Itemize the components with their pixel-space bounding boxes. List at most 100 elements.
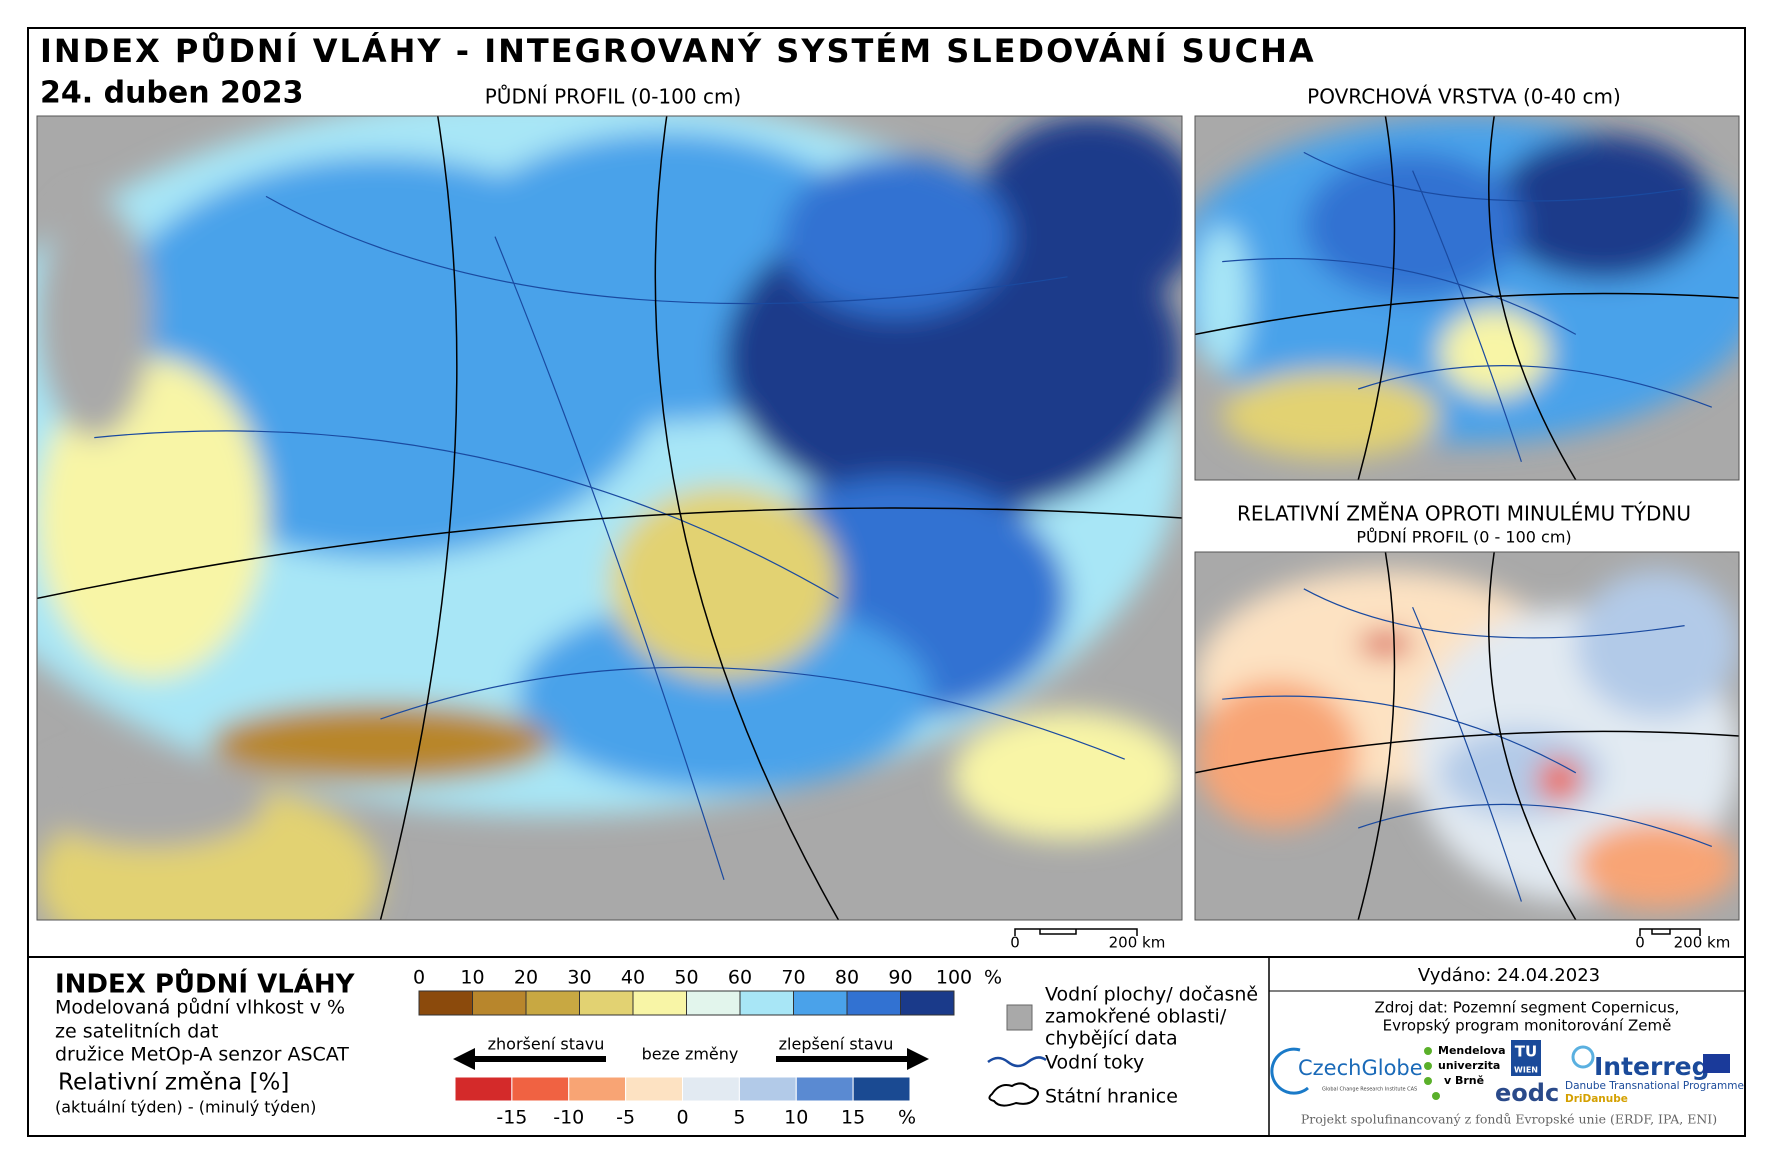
logo-mendel: univerzita	[1438, 1059, 1500, 1072]
scale-tick: 60	[728, 967, 752, 989]
scale-swatch	[846, 990, 901, 1016]
logo-tu-box	[1511, 1040, 1541, 1076]
scale-tick: 15	[841, 1107, 865, 1129]
map-river	[1412, 606, 1522, 902]
map-area	[208, 702, 553, 784]
arrow-label: zhoršení stavu	[488, 1035, 605, 1054]
map-area	[1494, 134, 1712, 280]
arrow-label: zlepšení stavu	[779, 1035, 894, 1054]
scale-swatch	[418, 990, 473, 1016]
scale-swatch	[632, 990, 687, 1016]
map-border	[1194, 551, 1740, 921]
map-title: POVRCHOVÁ VRSTVA (0-40 cm)	[1307, 85, 1621, 109]
source: Evropský program monitorování Země	[1383, 1017, 1672, 1035]
map-river	[94, 430, 839, 599]
scale-tick: 10	[784, 1107, 808, 1129]
key-text: chybějící data	[1045, 1028, 1178, 1050]
scale-swatch	[852, 1076, 911, 1102]
map-area	[37, 357, 266, 679]
scale-tick: 100	[936, 967, 972, 989]
scale-label: 0	[1010, 934, 1020, 952]
map-border	[1194, 115, 1740, 481]
map-border	[1195, 292, 1739, 336]
logo-shape	[1571, 1045, 1595, 1069]
scale-swatch	[793, 990, 848, 1016]
legend-text: (aktuální týden) - (minulý týden)	[55, 1098, 316, 1117]
map-title: RELATIVNÍ ZMĚNA OPROTI MINULÉMU TÝDNU	[1237, 502, 1691, 526]
scale-swatch	[739, 990, 794, 1016]
scale-tick: 40	[621, 967, 645, 989]
map-border	[36, 115, 1183, 921]
map-border	[1357, 116, 1396, 480]
map-river	[1303, 588, 1685, 639]
scale-swatch	[686, 990, 741, 1016]
map-river	[494, 236, 725, 880]
legend-text: ze satelitních dat	[55, 1021, 218, 1043]
scale-tick: -10	[553, 1107, 584, 1129]
key-border-icon	[988, 1082, 1039, 1107]
scale-tick: 30	[567, 967, 591, 989]
scale-swatch	[738, 1076, 797, 1102]
logo-shape	[1270, 1047, 1309, 1095]
map-border	[379, 116, 458, 920]
map-area	[1575, 570, 1739, 718]
logo-mendel: v Brně	[1444, 1074, 1484, 1087]
map-border	[1357, 552, 1396, 920]
scale-swatch	[625, 1076, 683, 1102]
moisture-scale: 0 10 20 30 40 50 60 70 80 90 100%	[413, 967, 1002, 1016]
logo-caption: Global Change Research Institute CAS	[1322, 1087, 1417, 1093]
logo-caption: DriDanube	[1565, 1093, 1628, 1105]
scale-swatch	[568, 1076, 627, 1102]
map-river	[1358, 803, 1713, 847]
scale-swatch	[472, 990, 527, 1016]
map-area	[609, 485, 839, 679]
scale-swatch	[454, 1076, 513, 1102]
scale-tick: 50	[674, 967, 698, 989]
scale-tick: 5	[733, 1107, 745, 1129]
logo-tu: WIEN	[1514, 1066, 1538, 1075]
map-border	[1195, 730, 1739, 774]
logo-czechglobe: CzechGlobe	[1298, 1056, 1423, 1080]
map-area	[1195, 225, 1250, 371]
key-text: Vodní toky	[1045, 1052, 1144, 1074]
scale-unit: %	[984, 967, 1002, 989]
map-area	[37, 751, 266, 848]
scale-tick: 0	[413, 967, 425, 989]
change-scale: -15 -10 -5 0 5 10 15%	[454, 1076, 916, 1129]
key-river-icon	[987, 1056, 1047, 1068]
arrow-right	[776, 1048, 929, 1070]
map-area	[37, 196, 152, 438]
scale-label: 200 km	[1109, 934, 1166, 952]
issued: Vydáno: 24.04.2023	[1418, 965, 1600, 986]
scale-tick: 90	[888, 967, 912, 989]
scale-swatch	[579, 990, 634, 1016]
date: 24. duben 2023	[40, 76, 304, 111]
map-river	[1358, 365, 1713, 408]
legend-text: družice MetOp-A senzor ASCAT	[55, 1044, 349, 1066]
key-text: zamokřené oblasti/	[1045, 1006, 1227, 1028]
scale-tick: 0	[676, 1107, 688, 1129]
map-title: PŮDNÍ PROFIL (0-100 cm)	[485, 85, 741, 109]
map-river	[1412, 170, 1522, 462]
map-border	[1488, 116, 1577, 480]
map-soil-profile	[37, 116, 1182, 920]
map-river	[1303, 151, 1685, 202]
scale-bar	[1014, 928, 1138, 936]
logo-caption: Danube Transnational Programme	[1565, 1080, 1744, 1092]
map-border	[37, 507, 1182, 600]
key-text: Státní hranice	[1045, 1086, 1178, 1108]
scale-swatch	[795, 1076, 854, 1102]
arrow-label: beze změny	[642, 1045, 739, 1064]
logo-eu-flag	[1703, 1054, 1730, 1073]
map-area	[1575, 820, 1739, 909]
scale-tick: 10	[460, 967, 484, 989]
map-area	[975, 116, 1182, 309]
map-area	[1222, 370, 1440, 459]
scale-swatch	[525, 990, 580, 1016]
map-river	[1222, 257, 1577, 335]
map-area	[781, 156, 1011, 317]
logo-mendel-dots	[1424, 1047, 1440, 1100]
map-area	[953, 710, 1182, 840]
logo-mendel: Mendelova	[1438, 1044, 1506, 1057]
